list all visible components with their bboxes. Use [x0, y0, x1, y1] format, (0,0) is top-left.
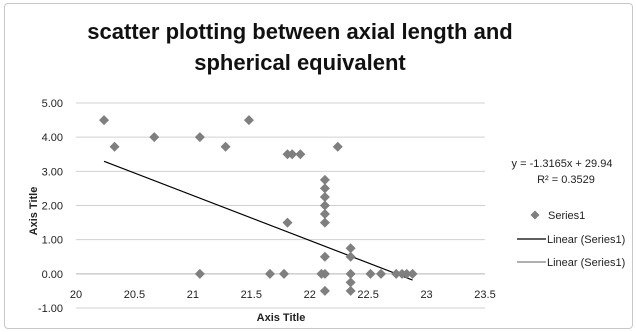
x-tick-label: 20.5 [124, 289, 145, 301]
x-axis-title: Axis Title [257, 312, 306, 324]
data-point [319, 209, 330, 220]
y-tick-label: 1.00 [42, 235, 63, 247]
data-point [282, 217, 293, 228]
legend-label: Linear (Series1) [547, 234, 625, 246]
data-point [287, 149, 298, 160]
data-point [264, 268, 275, 279]
data-point [391, 268, 402, 279]
y-tick-label: 2.00 [42, 201, 63, 213]
data-point [220, 141, 231, 152]
x-tick-label: 21.5 [241, 289, 262, 301]
data-point [365, 268, 376, 279]
data-point [407, 268, 418, 279]
data-point [345, 285, 356, 296]
y-tick-label: 4.00 [42, 132, 63, 144]
data-point [345, 243, 356, 254]
y-tick-label: 5.00 [42, 98, 63, 110]
data-point [279, 268, 290, 279]
y-tick-label: 0.00 [42, 269, 63, 281]
y-tick-label: 3.00 [42, 166, 63, 178]
gridlines [76, 102, 485, 309]
data-point [319, 174, 330, 185]
trendline [103, 160, 413, 281]
data-point [345, 251, 356, 262]
x-tick-label: 23.5 [474, 289, 495, 301]
trendline-r-squared: R² = 0.3529 [537, 174, 595, 186]
data-point [149, 132, 160, 143]
data-point [375, 268, 386, 279]
data-point [345, 268, 356, 279]
legend-label: Linear (Series1) [547, 257, 625, 269]
data-point [319, 183, 330, 194]
x-tick-label: 22 [304, 289, 316, 301]
data-point [319, 200, 330, 211]
y-axis-title: Axis Title [28, 187, 40, 236]
x-tick-label: 23 [420, 289, 432, 301]
data-point [401, 268, 412, 279]
x-tick-label: 21 [187, 289, 199, 301]
data-point [332, 141, 343, 152]
data-point [194, 268, 205, 279]
data-point [319, 285, 330, 296]
data-point [109, 141, 120, 152]
x-tick-label: 22.5 [357, 289, 378, 301]
data-point [243, 115, 254, 126]
data-point [345, 277, 356, 288]
x-tick-label: 20 [70, 289, 82, 301]
legend-marker [530, 210, 540, 220]
data-point [319, 251, 330, 262]
data-point [295, 149, 306, 160]
data-point [99, 115, 110, 126]
data-point [319, 268, 330, 279]
chart-title: scatter plotting between axial length an… [40, 16, 560, 78]
y-axis-ticks: 5.00 4.00 3.00 2.00 1.00 0.00 -1.00 [38, 98, 63, 315]
trendline-layer [103, 160, 413, 281]
chart-title-line-1: scatter plotting between axial length an… [87, 19, 513, 44]
x-axis-ticks: 20 20.5 21 21.5 22 22.5 23 23.5 [70, 289, 496, 301]
chart-title-line-2: spherical equivalent [194, 50, 406, 75]
legend: Series1 Linear (Series1) Linear (Series1) [517, 210, 625, 269]
data-point [194, 132, 205, 143]
y-tick-label: -1.00 [38, 303, 63, 315]
legend-label: Series1 [548, 210, 585, 222]
data-point [319, 191, 330, 202]
trendline-equation: y = -1.3165x + 29.94 [512, 158, 613, 170]
data-point [319, 217, 330, 228]
data-points [99, 115, 418, 296]
